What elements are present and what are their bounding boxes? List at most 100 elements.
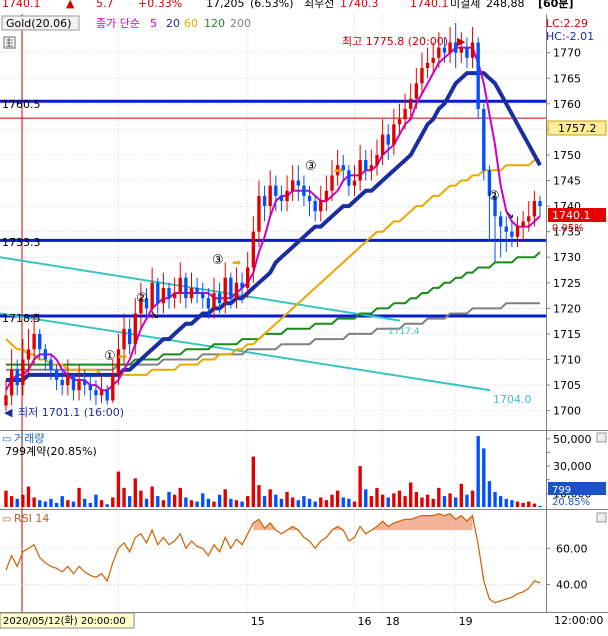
change-percent: +0.33% bbox=[138, 0, 183, 10]
candle-body bbox=[403, 108, 407, 120]
volume-bar bbox=[66, 500, 70, 507]
candle-body bbox=[364, 160, 368, 171]
volume-bar bbox=[15, 498, 19, 507]
volume-bar bbox=[335, 490, 340, 507]
x-axis-label: 16 bbox=[358, 615, 372, 628]
candle-body bbox=[274, 185, 278, 196]
volume-bar bbox=[172, 494, 177, 507]
volume-bar bbox=[150, 486, 154, 507]
rsi-panel-title: RSI 14 bbox=[14, 512, 49, 525]
candle-body bbox=[116, 349, 121, 375]
ma20-period: 20 bbox=[166, 17, 180, 30]
candle-body bbox=[420, 68, 424, 84]
candle-body bbox=[15, 369, 19, 386]
price-axis-label: 1765 bbox=[553, 72, 581, 85]
hline-label-1760: 1760.5 bbox=[2, 98, 41, 111]
lc-label: LC:2.29 bbox=[546, 17, 588, 30]
volume-bar bbox=[330, 494, 334, 507]
candle-body bbox=[94, 390, 98, 396]
volume-panel-subtitle: 799계약(20.85%) bbox=[5, 444, 97, 458]
volume-bar bbox=[515, 501, 520, 507]
volume-bar bbox=[144, 498, 149, 507]
open-interest-value: 248,88 bbox=[486, 0, 525, 10]
volume-bar bbox=[459, 483, 463, 507]
candle-body bbox=[352, 180, 357, 186]
rsi-overbought-fill bbox=[253, 519, 276, 531]
marker-3a: ③ bbox=[212, 253, 224, 268]
hline-label-1733: 1733.3 bbox=[2, 236, 41, 249]
candle-body bbox=[172, 293, 177, 299]
candle-body bbox=[9, 369, 14, 396]
candle-body bbox=[307, 195, 312, 201]
volume-bar bbox=[195, 501, 199, 507]
price-axis-label: 1715 bbox=[553, 328, 581, 341]
volume-bar bbox=[178, 487, 182, 507]
volume-bar bbox=[437, 487, 441, 507]
candle-body bbox=[251, 231, 256, 268]
x-axis-label: 18 bbox=[386, 615, 400, 628]
volume-bar bbox=[403, 496, 407, 507]
marker-3a-arrow: ➡ bbox=[232, 256, 241, 269]
candle-body bbox=[201, 293, 205, 299]
volume-percent: (6.53%) bbox=[250, 0, 294, 9]
candle-body bbox=[4, 395, 8, 406]
volume-bar bbox=[105, 504, 109, 507]
candle-body bbox=[240, 282, 244, 288]
rsi-overbought-fill bbox=[332, 526, 344, 531]
hc-label: HC:-2.01 bbox=[546, 30, 594, 43]
marker-3b: ③ bbox=[305, 159, 317, 174]
axis-layer: 1700170517101715172017251730173517401745… bbox=[121, 47, 591, 628]
candle-body bbox=[330, 175, 334, 191]
volume-bar bbox=[364, 489, 368, 507]
period-button[interactable]: [60분] bbox=[538, 0, 574, 10]
high-arrow-icon: ▶ bbox=[457, 35, 466, 48]
trend-small-label: 1717.4 bbox=[388, 327, 420, 337]
price-axis-label: 1745 bbox=[553, 175, 581, 188]
volume-bar bbox=[341, 497, 345, 507]
candle-body bbox=[184, 277, 188, 299]
candle-body bbox=[442, 47, 447, 53]
x-axis-label: 19 bbox=[459, 615, 473, 628]
candle-body bbox=[257, 195, 261, 232]
candle-body bbox=[150, 282, 154, 309]
volume-bar bbox=[386, 497, 390, 507]
volume-bar bbox=[201, 493, 205, 507]
candle-body bbox=[38, 333, 42, 350]
volume-bar bbox=[380, 494, 385, 507]
candle-body bbox=[111, 374, 115, 401]
high-annotation: 최고 1775.8 (20:00) bbox=[342, 35, 448, 48]
candle-body bbox=[279, 195, 284, 201]
candle-body bbox=[217, 293, 222, 304]
volume-panel-scroll-button[interactable] bbox=[596, 432, 607, 443]
marker-3b-arrow: ➡ bbox=[334, 164, 343, 177]
ma-1757-box bbox=[547, 120, 607, 136]
volume-bar bbox=[49, 498, 53, 507]
volume-panel-title: 거래량 bbox=[14, 432, 44, 445]
candle-body bbox=[493, 195, 497, 217]
volume-bar bbox=[133, 478, 137, 507]
price-axis-label: 1760 bbox=[553, 98, 581, 111]
rsi-panel-scroll-button[interactable] bbox=[596, 512, 607, 523]
candle-body bbox=[392, 124, 396, 145]
rsi-panel-icon: ▭ bbox=[2, 514, 11, 525]
volume-bar bbox=[60, 496, 64, 507]
candle-body bbox=[234, 282, 239, 299]
candle-body bbox=[99, 390, 104, 396]
candle-body bbox=[431, 57, 435, 63]
ma120-line bbox=[6, 251, 541, 366]
candle-body bbox=[538, 200, 542, 207]
volume-bar bbox=[161, 500, 166, 507]
volume-bar bbox=[470, 490, 475, 507]
volume-bar bbox=[38, 500, 42, 507]
volume-bar bbox=[184, 497, 188, 507]
marker-1: ① bbox=[104, 349, 116, 364]
marker-2a-arrow: ↘ bbox=[150, 308, 159, 321]
volume-bar bbox=[476, 436, 480, 507]
ma60-period: 60 bbox=[184, 17, 198, 30]
price-change: 5.7 bbox=[96, 0, 114, 10]
volume-bar bbox=[32, 497, 36, 507]
volume-bar bbox=[156, 496, 160, 507]
candle-body bbox=[268, 185, 272, 207]
volume-value: 17,205 bbox=[206, 0, 245, 10]
price-axis-label: 1705 bbox=[553, 379, 581, 392]
